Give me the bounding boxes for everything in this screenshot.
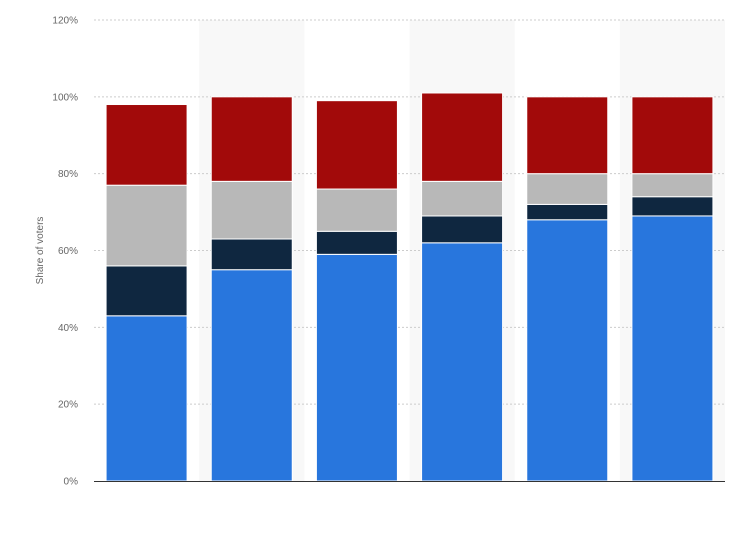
bar-segment[interactable] xyxy=(526,203,609,221)
bar-segment[interactable] xyxy=(631,215,714,482)
bar-segment[interactable] xyxy=(210,96,293,182)
bar-group xyxy=(526,96,609,482)
bar-segment[interactable] xyxy=(631,96,714,175)
y-tick-label: 20% xyxy=(58,400,78,411)
bar-segment[interactable] xyxy=(105,184,188,267)
y-tick-label: 60% xyxy=(58,246,78,257)
bar-segment[interactable] xyxy=(526,173,609,205)
bar-segment[interactable] xyxy=(421,215,504,244)
bar-segment[interactable] xyxy=(315,253,398,482)
bar-segment[interactable] xyxy=(315,230,398,255)
bar-segment[interactable] xyxy=(315,100,398,190)
bar-segment[interactable] xyxy=(105,104,188,186)
bar-group xyxy=(421,92,504,482)
bar-segment[interactable] xyxy=(631,196,714,217)
bar-segment[interactable] xyxy=(421,180,504,217)
bar-segment[interactable] xyxy=(631,173,714,198)
y-tick-labels: 0% 20% 40% 60% 80% 100% 120% xyxy=(52,16,78,488)
bar-segment[interactable] xyxy=(210,180,293,240)
y-axis-title: Share of voters xyxy=(35,217,46,285)
bar-segment[interactable] xyxy=(526,219,609,482)
y-tick-label: 100% xyxy=(52,92,78,103)
bar-segment[interactable] xyxy=(421,242,504,482)
y-tick-label: 120% xyxy=(52,16,78,27)
bar-segment[interactable] xyxy=(105,315,188,482)
bar-segment[interactable] xyxy=(105,265,188,317)
bar-group xyxy=(210,96,293,482)
bar-segment[interactable] xyxy=(526,96,609,175)
bar-segment[interactable] xyxy=(210,238,293,271)
bar-group xyxy=(631,96,714,482)
bar-segment[interactable] xyxy=(421,92,504,182)
bar-segment[interactable] xyxy=(210,269,293,482)
bar-groups xyxy=(105,92,714,482)
y-gridlines xyxy=(94,19,725,405)
y-tick-label: 0% xyxy=(64,477,79,488)
bar-segment[interactable] xyxy=(315,188,398,232)
y-tick-label: 80% xyxy=(58,169,78,180)
bar-group xyxy=(105,104,188,482)
bar-group xyxy=(315,100,398,482)
y-tick-label: 40% xyxy=(58,323,78,334)
